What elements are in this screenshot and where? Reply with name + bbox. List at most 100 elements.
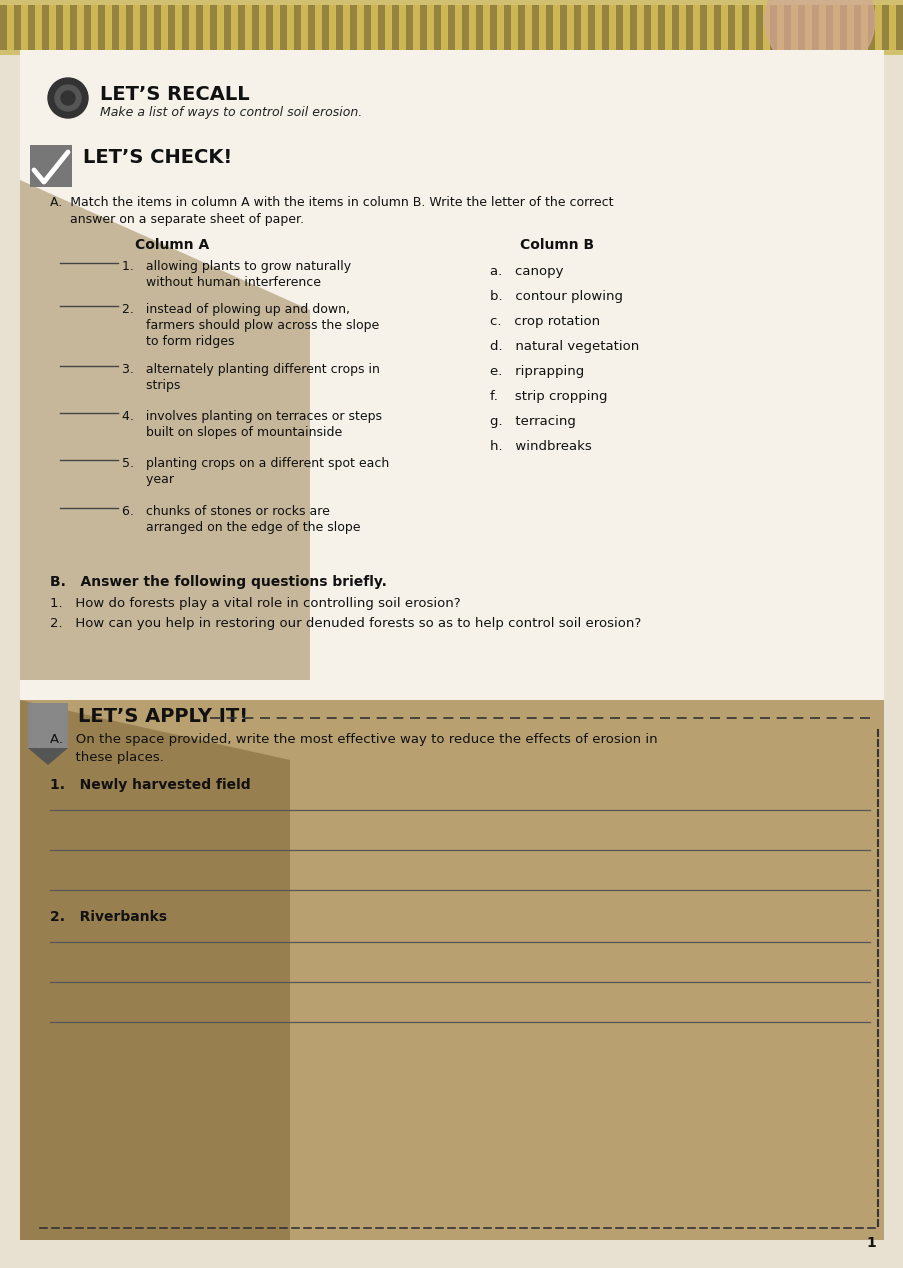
Bar — [28, 702, 68, 748]
Bar — [231, 5, 237, 49]
Bar — [280, 5, 286, 49]
Circle shape — [764, 0, 874, 75]
Bar — [762, 5, 769, 49]
Bar — [601, 5, 609, 49]
Text: LET’S CHECK!: LET’S CHECK! — [83, 148, 232, 167]
Bar — [706, 5, 713, 49]
Text: 5.   planting crops on a different spot each: 5. planting crops on a different spot ea… — [122, 456, 389, 470]
Text: Column B: Column B — [519, 238, 593, 252]
Polygon shape — [20, 700, 290, 1240]
Bar — [209, 5, 217, 49]
Bar — [196, 5, 203, 49]
Bar — [56, 5, 63, 49]
Bar — [140, 5, 147, 49]
Text: year: year — [122, 473, 173, 486]
Bar — [553, 5, 559, 49]
Bar — [441, 5, 448, 49]
Bar — [734, 5, 741, 49]
Bar — [70, 5, 77, 49]
Bar — [237, 5, 245, 49]
Bar — [385, 5, 392, 49]
Bar — [832, 5, 839, 49]
Text: answer on a separate sheet of paper.: answer on a separate sheet of paper. — [50, 213, 303, 226]
Text: to form ridges: to form ridges — [122, 335, 234, 347]
Bar — [77, 5, 84, 49]
Text: e.   riprapping: e. riprapping — [489, 365, 583, 378]
Bar — [84, 5, 91, 49]
Text: B.   Answer the following questions briefly.: B. Answer the following questions briefl… — [50, 574, 386, 590]
Bar — [566, 5, 573, 49]
Text: Column A: Column A — [135, 238, 209, 252]
Bar — [357, 5, 364, 49]
Bar — [426, 5, 433, 49]
Bar — [224, 5, 231, 49]
Bar — [133, 5, 140, 49]
Bar — [63, 5, 70, 49]
Bar — [433, 5, 441, 49]
Bar — [349, 5, 357, 49]
Bar — [301, 5, 308, 49]
Circle shape — [61, 91, 75, 105]
Bar — [671, 5, 678, 49]
Bar — [7, 5, 14, 49]
Bar — [265, 5, 273, 49]
Bar — [413, 5, 420, 49]
Text: d.   natural vegetation: d. natural vegetation — [489, 340, 638, 353]
Bar — [259, 5, 265, 49]
Text: built on slopes of mountainside: built on slopes of mountainside — [122, 426, 342, 439]
Circle shape — [55, 85, 81, 112]
Bar — [321, 5, 329, 49]
Text: f.    strip cropping: f. strip cropping — [489, 391, 607, 403]
Bar — [469, 5, 476, 49]
Bar — [825, 5, 832, 49]
Bar — [587, 5, 594, 49]
Bar — [525, 5, 531, 49]
Text: strips: strips — [122, 379, 181, 392]
Bar — [329, 5, 336, 49]
Bar — [797, 5, 804, 49]
Bar — [643, 5, 650, 49]
Text: 1.   Newly harvested field: 1. Newly harvested field — [50, 779, 250, 792]
Bar — [154, 5, 161, 49]
Bar — [755, 5, 762, 49]
Bar — [168, 5, 175, 49]
Text: without human interference: without human interference — [122, 276, 321, 289]
Text: b.   contour plowing: b. contour plowing — [489, 290, 622, 303]
Bar — [860, 5, 867, 49]
Text: 4.   involves planting on terraces or steps: 4. involves planting on terraces or step… — [122, 410, 382, 424]
Bar — [14, 5, 21, 49]
Bar — [20, 700, 883, 1240]
Bar — [713, 5, 721, 49]
Bar — [895, 5, 902, 49]
Bar — [839, 5, 846, 49]
Bar — [665, 5, 671, 49]
Bar — [98, 5, 105, 49]
Bar — [749, 5, 755, 49]
Bar — [769, 5, 777, 49]
Bar — [308, 5, 314, 49]
Bar — [448, 5, 454, 49]
Bar — [405, 5, 413, 49]
Bar — [364, 5, 370, 49]
Bar — [573, 5, 581, 49]
Bar — [874, 5, 881, 49]
Bar — [622, 5, 629, 49]
Text: 1.   allowing plants to grow naturally: 1. allowing plants to grow naturally — [122, 260, 350, 273]
Bar — [685, 5, 693, 49]
Bar — [609, 5, 615, 49]
Bar — [678, 5, 685, 49]
Bar — [91, 5, 98, 49]
Bar — [517, 5, 525, 49]
Bar — [126, 5, 133, 49]
Bar — [594, 5, 601, 49]
Bar — [203, 5, 209, 49]
Text: 1: 1 — [865, 1236, 875, 1250]
Bar — [217, 5, 224, 49]
Bar — [461, 5, 469, 49]
Text: 2.   How can you help in restoring our denuded forests so as to help control soi: 2. How can you help in restoring our den… — [50, 618, 640, 630]
Bar — [538, 5, 545, 49]
Text: these places.: these places. — [50, 751, 163, 765]
Text: g.   terracing: g. terracing — [489, 415, 575, 429]
Bar — [252, 5, 259, 49]
Bar — [867, 5, 874, 49]
